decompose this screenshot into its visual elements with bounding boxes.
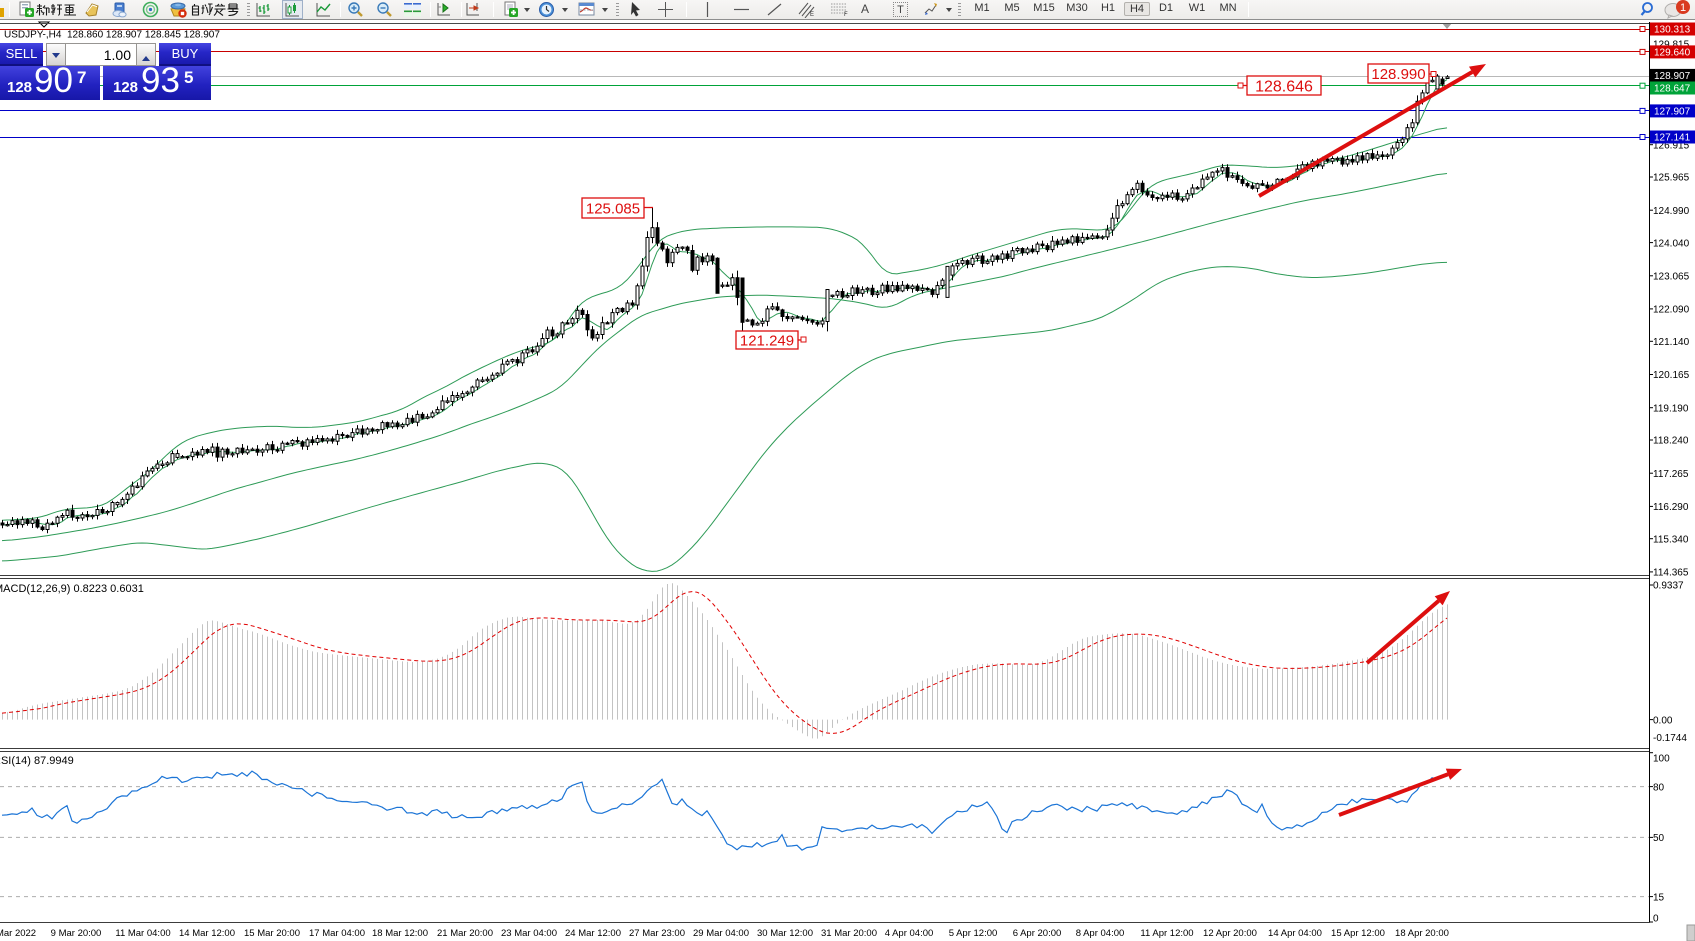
svg-text:118.240: 118.240 [1653, 436, 1689, 447]
svg-text:17 Mar 04:00: 17 Mar 04:00 [309, 928, 365, 939]
svg-text:124.990: 124.990 [1653, 206, 1690, 217]
svg-text:129.640: 129.640 [1654, 48, 1691, 59]
svg-text:128.647: 128.647 [1654, 84, 1691, 95]
svg-text:127.141: 127.141 [1654, 133, 1691, 144]
svg-text:15 Apr 12:00: 15 Apr 12:00 [1331, 928, 1385, 939]
svg-text:8 Apr 04:00: 8 Apr 04:00 [1076, 928, 1125, 939]
svg-text:0.9337: 0.9337 [1653, 581, 1684, 592]
svg-text:126.915: 126.915 [1653, 140, 1690, 151]
svg-text:128.646: 128.646 [1255, 78, 1313, 95]
svg-text:115.340: 115.340 [1653, 534, 1689, 545]
svg-text:128.907: 128.907 [1654, 71, 1691, 82]
svg-text:E: E [810, 12, 814, 18]
svg-text:18 Mar 12:00: 18 Mar 12:00 [372, 928, 428, 939]
svg-text:124.040: 124.040 [1653, 238, 1690, 249]
svg-text:1: 1 [1680, 2, 1686, 14]
svg-text:80: 80 [1653, 782, 1665, 793]
svg-text:123.065: 123.065 [1653, 272, 1690, 283]
svg-text:125.085: 125.085 [586, 200, 640, 217]
svg-text:100: 100 [1653, 754, 1670, 765]
svg-text:128.990: 128.990 [1371, 66, 1425, 83]
svg-text:23 Mar 04:00: 23 Mar 04:00 [501, 928, 557, 939]
svg-text:11 Mar 04:00: 11 Mar 04:00 [115, 928, 170, 939]
svg-text:15: 15 [1653, 892, 1665, 903]
svg-text:14 Mar 12:00: 14 Mar 12:00 [179, 928, 235, 939]
svg-text:21 Mar 20:00: 21 Mar 20:00 [437, 928, 493, 939]
svg-text:4 Apr 04:00: 4 Apr 04:00 [885, 928, 934, 939]
svg-text:29 Mar 04:00: 29 Mar 04:00 [693, 928, 749, 939]
svg-text:11 Apr 12:00: 11 Apr 12:00 [1140, 928, 1193, 939]
svg-text:Mar 2022: Mar 2022 [0, 928, 36, 939]
svg-text:130.313: 130.313 [1654, 25, 1691, 36]
svg-text:F: F [844, 12, 848, 18]
svg-text:117.265: 117.265 [1653, 469, 1689, 480]
svg-text:50: 50 [1653, 833, 1665, 844]
svg-text:6 Apr 20:00: 6 Apr 20:00 [1013, 928, 1062, 939]
svg-text:14 Apr 04:00: 14 Apr 04:00 [1268, 928, 1322, 939]
svg-text:-0.1744: -0.1744 [1653, 733, 1687, 744]
svg-text:129.815: 129.815 [1653, 40, 1690, 51]
svg-text:18 Apr 20:00: 18 Apr 20:00 [1395, 928, 1449, 939]
svg-text:MACD(12,26,9) 0.8223 0.6031: MACD(12,26,9) 0.8223 0.6031 [0, 583, 144, 595]
svg-text:USDJPY-,H4 128.860 128.907 12: USDJPY-,H4 128.860 128.907 128.845 128.9… [4, 30, 220, 41]
svg-text:0.00: 0.00 [1653, 715, 1673, 726]
svg-text:122.090: 122.090 [1653, 305, 1690, 316]
svg-text:121.249: 121.249 [740, 332, 794, 349]
svg-text:125.965: 125.965 [1653, 173, 1690, 184]
svg-text:24 Mar 12:00: 24 Mar 12:00 [565, 928, 621, 939]
svg-text:31 Mar 20:00: 31 Mar 20:00 [821, 928, 877, 939]
svg-text:114.365: 114.365 [1653, 568, 1689, 579]
svg-text:120.165: 120.165 [1653, 370, 1690, 381]
svg-text:119.190: 119.190 [1653, 403, 1689, 414]
svg-text:0: 0 [1653, 914, 1659, 925]
svg-text:12 Apr 20:00: 12 Apr 20:00 [1203, 928, 1257, 939]
svg-text:116.290: 116.290 [1653, 502, 1689, 513]
svg-text:121.140: 121.140 [1653, 337, 1690, 348]
svg-text:5 Apr 12:00: 5 Apr 12:00 [949, 928, 998, 939]
svg-text:30 Mar 12:00: 30 Mar 12:00 [757, 928, 813, 939]
svg-text:27 Mar 23:00: 27 Mar 23:00 [629, 928, 685, 939]
svg-text:15 Mar 20:00: 15 Mar 20:00 [244, 928, 300, 939]
svg-text:9 Mar 20:00: 9 Mar 20:00 [51, 928, 102, 939]
svg-text:127.907: 127.907 [1654, 107, 1691, 118]
svg-text:RSI(14) 87.9949: RSI(14) 87.9949 [0, 755, 74, 767]
